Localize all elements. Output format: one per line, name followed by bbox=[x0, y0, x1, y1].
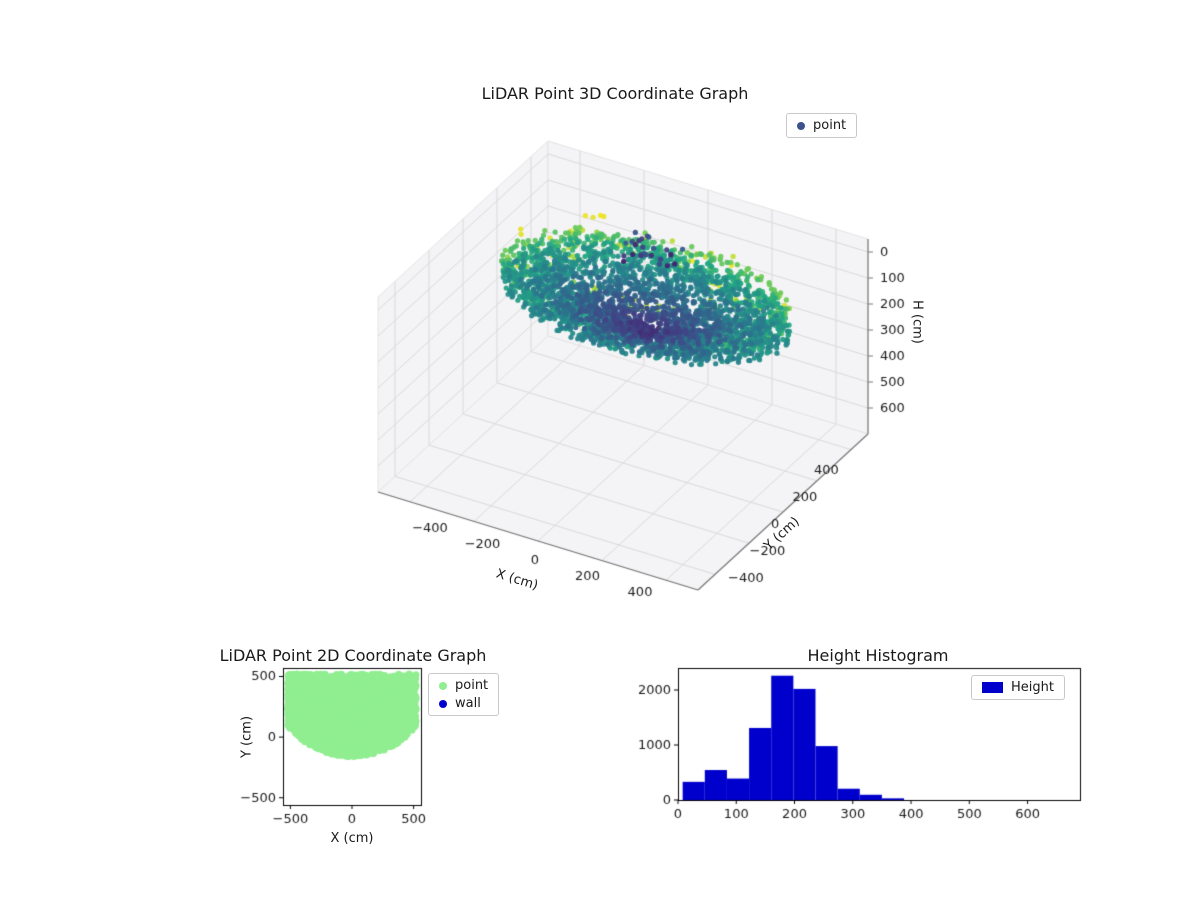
plot2d-legend-marker-point bbox=[439, 681, 447, 690]
plot3d-legend: point bbox=[786, 113, 858, 138]
plot2d-legend-marker-wall bbox=[439, 699, 447, 708]
plot2d-title: LiDAR Point 2D Coordinate Graph bbox=[219, 646, 487, 665]
plot2d-legend-label-wall: wall bbox=[455, 696, 481, 711]
plot2d-legend-entry-point: point bbox=[439, 679, 488, 692]
hist-legend-entry-height: Height bbox=[982, 681, 1054, 694]
plot3d-title: LiDAR Point 3D Coordinate Graph bbox=[481, 84, 749, 103]
plot2d-legend: point wall bbox=[428, 673, 500, 716]
plot3d-legend-marker bbox=[797, 121, 805, 130]
plot3d-hlabel: H (cm) bbox=[909, 300, 925, 344]
plot2d-ylabel: Y (cm) bbox=[239, 715, 255, 759]
plot3d-legend-label: point bbox=[813, 118, 847, 133]
hist-title: Height Histogram bbox=[807, 646, 949, 665]
hist-legend-label: Height bbox=[1011, 680, 1054, 695]
plot2d-legend-entry-wall: wall bbox=[439, 697, 481, 710]
plot3d-legend-entry-point: point bbox=[797, 119, 846, 132]
hist-legend: Height bbox=[971, 675, 1065, 700]
plot2d-xlabel: X (cm) bbox=[330, 831, 374, 846]
hist-legend-swatch bbox=[982, 682, 1003, 693]
plot2d-legend-label-point: point bbox=[455, 678, 489, 693]
